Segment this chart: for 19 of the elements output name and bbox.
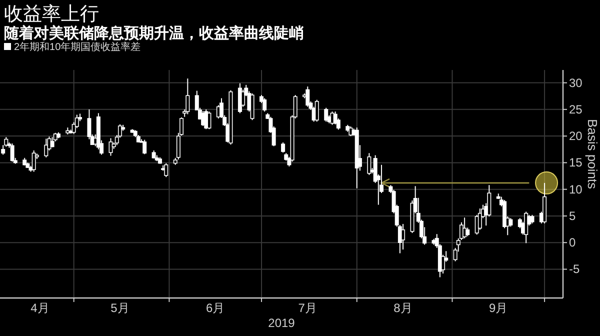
chart-title: 收益率上行 <box>4 3 99 25</box>
y-tick-label: 30 <box>569 76 583 90</box>
y-tick-label: 5 <box>569 208 576 223</box>
y-tick-label: 20 <box>569 129 583 144</box>
legend: 2年期和10年期国债收益率差 <box>4 42 141 53</box>
y-tick-label: -5 <box>569 262 580 276</box>
x-tick-label: 7月 <box>298 301 317 315</box>
y-axis-title: Basis points <box>585 118 600 190</box>
x-tick-label: 4月 <box>30 301 50 315</box>
y-tick-label: 15 <box>569 156 583 170</box>
x-tick-label: 9月 <box>489 301 508 315</box>
y-tick-label: 10 <box>569 182 583 196</box>
x-tick-label: 6月 <box>206 301 225 315</box>
x-axis-title: 2019 <box>268 316 296 330</box>
x-tick-label: 8月 <box>394 301 412 315</box>
chart-subtitle: 随着对美联储降息预期升温，收益率曲线陡峭 <box>4 24 304 42</box>
y-tick-label: 0 <box>569 236 576 250</box>
x-tick-label: 5月 <box>110 301 130 315</box>
y-tick-label: 25 <box>569 102 583 116</box>
